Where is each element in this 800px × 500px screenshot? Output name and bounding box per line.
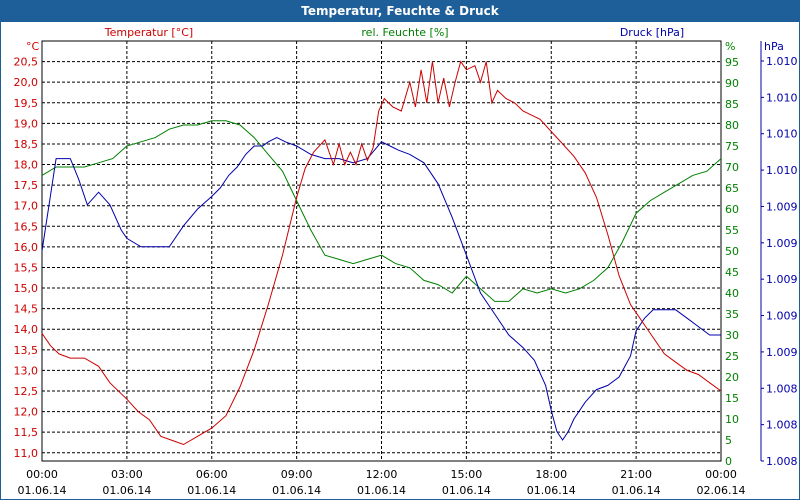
- temperature-tick-label: 15,0: [14, 282, 39, 295]
- x-tick-time: 00:00: [705, 468, 737, 481]
- temperature-tick-label: 19,5: [14, 97, 39, 110]
- humidity-tick-label: 45: [725, 266, 739, 279]
- temperature-series-line: [41, 60, 722, 446]
- humidity-tick-label: 5: [725, 434, 732, 447]
- temperature-tick-label: 20,5: [14, 56, 39, 69]
- temperature-tick-label: 14,0: [14, 323, 39, 336]
- temperature-tick-label: 20,0: [14, 76, 39, 89]
- x-tick-time: 06:00: [196, 468, 228, 481]
- pressure-tick-label: 1.009: [766, 310, 798, 323]
- temperature-tick-label: 19,0: [14, 117, 39, 130]
- humidity-tick-label: 40: [725, 287, 739, 300]
- humidity-tick-label: 0: [725, 455, 732, 468]
- humidity-tick-label: 90: [725, 77, 739, 90]
- pressure-unit-label: hPa: [764, 40, 784, 53]
- x-tick-date: 01.06.14: [612, 484, 661, 497]
- humidity-tick-label: 35: [725, 308, 739, 321]
- axes-layer: 00:00 01.06.14 03:00 01.06.14 06:00 01.06.14 0…: [14, 41, 798, 497]
- temperature-tick-label: 11,0: [14, 447, 39, 460]
- x-tick-date: 01.06.14: [442, 484, 491, 497]
- series-layer: [41, 60, 722, 446]
- humidity-axis-label: rel. Feuchte [%]: [361, 26, 448, 39]
- pressure-axis-label: Druck [hPa]: [620, 26, 684, 39]
- humidity-unit-label: %: [725, 40, 735, 53]
- humidity-tick-label: 65: [725, 182, 739, 195]
- temperature-tick-label: 17,0: [14, 200, 39, 213]
- x-tick-time: 00:00: [26, 468, 58, 481]
- x-tick-date: 01.06.14: [102, 484, 151, 497]
- temperature-tick-label: 14,5: [14, 303, 39, 316]
- window-title: Temperatur, Feuchte & Druck: [1, 1, 799, 22]
- humidity-tick-label: 30: [725, 329, 739, 342]
- pressure-tick-label: 1.009: [766, 273, 798, 286]
- humidity-tick-label: 85: [725, 98, 739, 111]
- x-tick-date: 01.06.14: [18, 484, 67, 497]
- humidity-tick-label: 70: [725, 161, 739, 174]
- pressure-tick-label: 1.009: [766, 237, 798, 250]
- x-tick-date: 02.06.14: [697, 484, 746, 497]
- pressure-tick-label: 1.010: [766, 128, 798, 141]
- temperature-tick-label: 15,5: [14, 261, 39, 274]
- x-tick-date: 01.06.14: [357, 484, 406, 497]
- x-tick-time: 09:00: [281, 468, 313, 481]
- temperature-tick-label: 12,5: [14, 385, 39, 398]
- temperature-tick-label: 16,5: [14, 220, 39, 233]
- temperature-tick-label: 13,5: [14, 344, 39, 357]
- pressure-tick-label: 1.008: [766, 455, 798, 468]
- humidity-tick-label: 15: [725, 392, 739, 405]
- x-tick-date: 01.06.14: [187, 484, 236, 497]
- x-tick-time: 12:00: [366, 468, 398, 481]
- humidity-series-line: [41, 120, 722, 302]
- pressure-tick-label: 1.009: [766, 200, 798, 213]
- temperature-unit-label: °C: [26, 40, 40, 53]
- x-tick-time: 18:00: [535, 468, 567, 481]
- pressure-series-line: [41, 137, 721, 441]
- temperature-tick-label: 17,5: [14, 179, 39, 192]
- humidity-tick-label: 60: [725, 203, 739, 216]
- pressure-tick-label: 1.008: [766, 419, 798, 432]
- temperature-tick-label: 18,5: [14, 138, 39, 151]
- humidity-tick-label: 80: [725, 119, 739, 132]
- humidity-tick-label: 95: [725, 56, 739, 69]
- humidity-tick-label: 10: [725, 413, 739, 426]
- pressure-tick-label: 1.010: [766, 55, 798, 68]
- humidity-tick-label: 50: [725, 245, 739, 258]
- humidity-tick-label: 55: [725, 224, 739, 237]
- humidity-tick-label: 75: [725, 140, 739, 153]
- x-tick-time: 15:00: [451, 468, 483, 481]
- temperature-tick-label: 16,0: [14, 241, 39, 254]
- temperature-tick-label: 18,0: [14, 159, 39, 172]
- temperature-tick-label: 13,0: [14, 364, 39, 377]
- x-tick-time: 03:00: [111, 468, 143, 481]
- x-tick-date: 01.06.14: [272, 484, 321, 497]
- grid-layer: [41, 40, 722, 462]
- pressure-tick-label: 1.008: [766, 382, 798, 395]
- x-tick-date: 01.06.14: [527, 484, 576, 497]
- x-tick-time: 21:00: [620, 468, 652, 481]
- pressure-tick-label: 1.010: [766, 91, 798, 104]
- temperature-axis-label: Temperatur [°C]: [104, 26, 193, 39]
- temperature-tick-label: 12,0: [14, 406, 39, 419]
- humidity-tick-label: 25: [725, 350, 739, 363]
- pressure-tick-label: 1.009: [766, 346, 798, 359]
- humidity-tick-label: 20: [725, 371, 739, 384]
- pressure-tick-label: 1.010: [766, 164, 798, 177]
- temperature-tick-label: 11,5: [14, 426, 39, 439]
